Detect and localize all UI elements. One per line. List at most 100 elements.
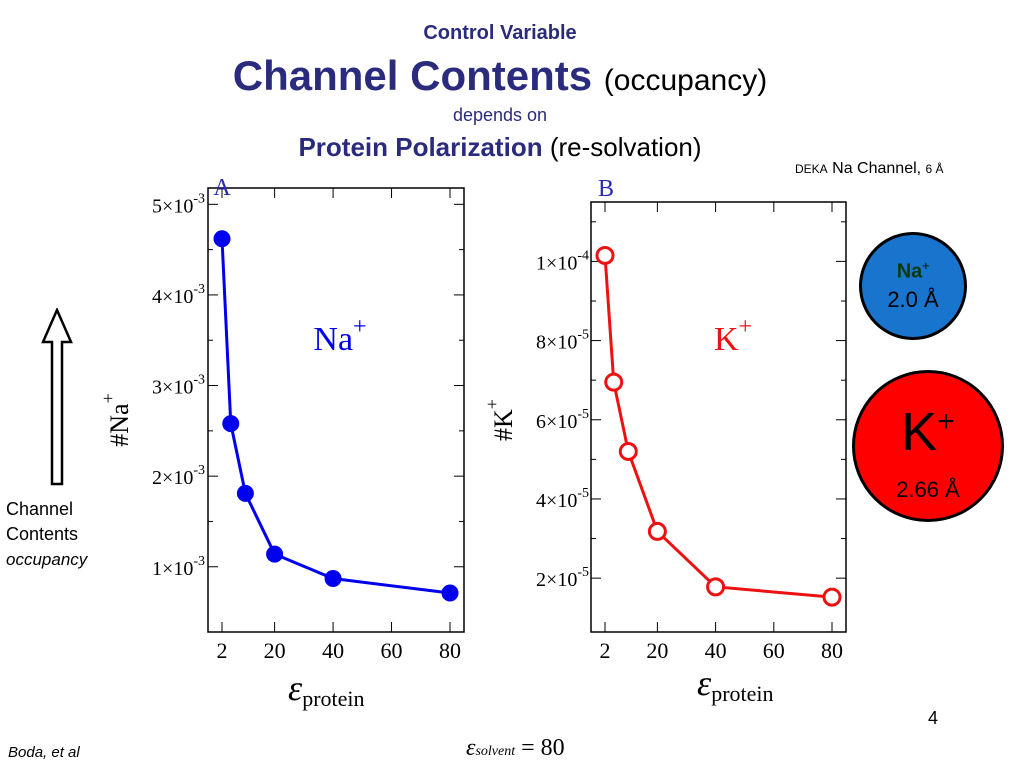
chart-a-series-line [220,238,451,595]
solvent-value: = 80 [521,735,565,761]
chart-a-y-tick-label: 5×10-3 [152,191,205,217]
depends-on-label: depends on [452,105,548,125]
chart-a-x-tick-label: 60 [381,638,403,663]
chart-b-x-axis-label: εprotein [697,663,774,706]
chart-b-x-tick-label: 60 [763,638,785,663]
chart-a-x-tick-label: 40 [322,638,344,663]
chart-a-y-tick-label: 1×10-3 [152,554,205,580]
chart-a-y-tick-label: 3×10-3 [152,373,205,399]
chart-a-y-tick-exponent: -3 [193,282,205,297]
chart-a-y-tick-mantissa: 1×10 [152,558,193,580]
k-ion-symbol: K+ [855,401,1001,463]
chart-b-series-annotation-sup: + [739,314,753,340]
chart-a-panel-label: A [213,175,231,201]
contents-line3: occupancy [6,550,88,569]
chart-a-data-point [324,570,342,588]
chart-b-y-tick-label: 1×10-4 [536,248,589,274]
chart-b-x-tick-label: 80 [821,638,843,663]
chart-a-data-point [441,584,459,602]
chart-a-y-axis-label: #Na+ [98,393,134,446]
chart-b-y-tick-mantissa: 6×10 [536,411,577,433]
chart-b-y-tick-mantissa: 1×10 [536,252,577,274]
chart-a-x-tick-label: 2 [217,638,228,663]
chart-b-y-tick-exponent: -5 [577,565,589,580]
chart-a-y-tick-label: 2×10-3 [152,463,205,489]
chart-a-y-tick-exponent: -3 [193,554,205,569]
chart-a-y-tick-exponent: -3 [193,463,205,478]
chart-a-y-axis-label-text: #Na [105,403,134,447]
chart-b-plot-frame [590,201,847,633]
na-ion-charge: + [922,259,930,273]
deka-label: DEKA Na Channel, 6 Å [795,160,944,178]
author-credit: Boda, et al [8,744,80,761]
chart-a-data-point [213,230,231,248]
chart-a-series-annotation-sup: + [353,314,367,340]
chart-b-data-point [706,577,726,597]
driver-paren: (re-solvation) [549,132,702,162]
chart-a-data-point [222,415,240,433]
chart-a-y-tick-mantissa: 4×10 [152,286,193,308]
chart-a-x-axis-label-sub: protein [302,686,364,711]
chart-b-y-tick-mantissa: 2×10 [536,569,577,591]
chart-a-y-axis-label-sup: + [98,393,118,403]
chart-b-y-tick-exponent: -5 [577,328,589,343]
chart-a-x-tick-label: 20 [264,638,286,663]
slide-header: Control Variable Channel Contents (occup… [0,0,1024,170]
chart-a-y-tick-mantissa: 5×10 [152,195,193,217]
na-ion-symbol: Na+ [862,259,964,284]
chart-b-y-tick-label: 2×10-5 [536,565,589,591]
chart-b-data-point [604,372,624,392]
chart-b-y-tick-exponent: -5 [577,486,589,501]
chart-a-data-point [236,484,254,502]
chart-b-x-tick-label: 2 [600,638,611,663]
chart-b-y-tick-exponent: -4 [577,248,589,263]
driver-line: Protein Polarization (re-solvation) [0,132,1000,163]
chart-b-y-axis-label-text: #K [489,409,518,441]
k-ion-radius: 2.66 Å [896,477,960,502]
channel-contents-label: Channel Contents occupancy [6,497,87,572]
chart-a-x-axis-label-symbol: ε [288,668,303,708]
driver-main: Protein Polarization [298,132,543,162]
deka-size: 6 Å [925,162,944,176]
chart-b-y-tick-mantissa: 4×10 [536,490,577,512]
chart-b-y-tick-exponent: -5 [577,407,589,422]
chart-a-series-annotation-text: Na [313,321,353,358]
chart-b-data-point [595,245,615,265]
k-ion-charge: + [937,405,955,438]
page-number: 4 [928,708,939,728]
chart-b-x-axis-label-sub: protein [711,681,773,706]
chart-b-data-point [822,587,842,607]
contents-line2: Contents [6,524,79,544]
chart-a-x-tick-label: 80 [439,638,461,663]
chart-a-y-tick-exponent: -3 [193,373,205,388]
chart-b-y-axis-label-sup: + [482,399,502,409]
k-ion-circle: K+ 2.66 Å [852,370,1004,522]
title-main: Channel Contents [232,52,593,99]
solvent-equation: εsolvent = 80 [466,735,565,762]
k-ion-symbol-text: K [901,402,938,462]
title-paren: (occupancy) [603,64,768,97]
chart-b-y-tick-mantissa: 8×10 [536,332,577,354]
na-ion-radius: 2.0 Å [887,287,939,312]
solvent-sub: solvent [475,744,516,759]
chart-b-panel-label: B [598,176,614,202]
solvent-symbol: ε [466,735,476,761]
chart-a-y-tick-exponent: -3 [193,191,205,206]
chart-a-y-tick-mantissa: 2×10 [152,467,193,489]
contents-line1: Channel [6,499,74,519]
deka-prefix: DEKA [795,162,828,176]
na-ion-symbol-text: Na [896,260,923,283]
slide-title: Channel Contents (occupancy) [0,52,1000,100]
control-variable-label: Control Variable [423,22,577,44]
na-ion-circle: Na+ 2.0 Å [859,232,967,340]
chart-b-x-tick-label: 40 [705,638,727,663]
chart-b-x-tick-label: 20 [646,638,668,663]
chart-b-series-line [603,255,833,599]
chart-a-y-tick-mantissa: 3×10 [152,377,193,399]
chart-a-data-point [266,545,284,563]
chart-b-data-point [618,441,638,461]
chart-b-y-axis-label: #K+ [482,399,518,441]
chart-b-series-annotation: K+ [714,314,752,358]
chart-b-y-tick-label: 6×10-5 [536,407,589,433]
